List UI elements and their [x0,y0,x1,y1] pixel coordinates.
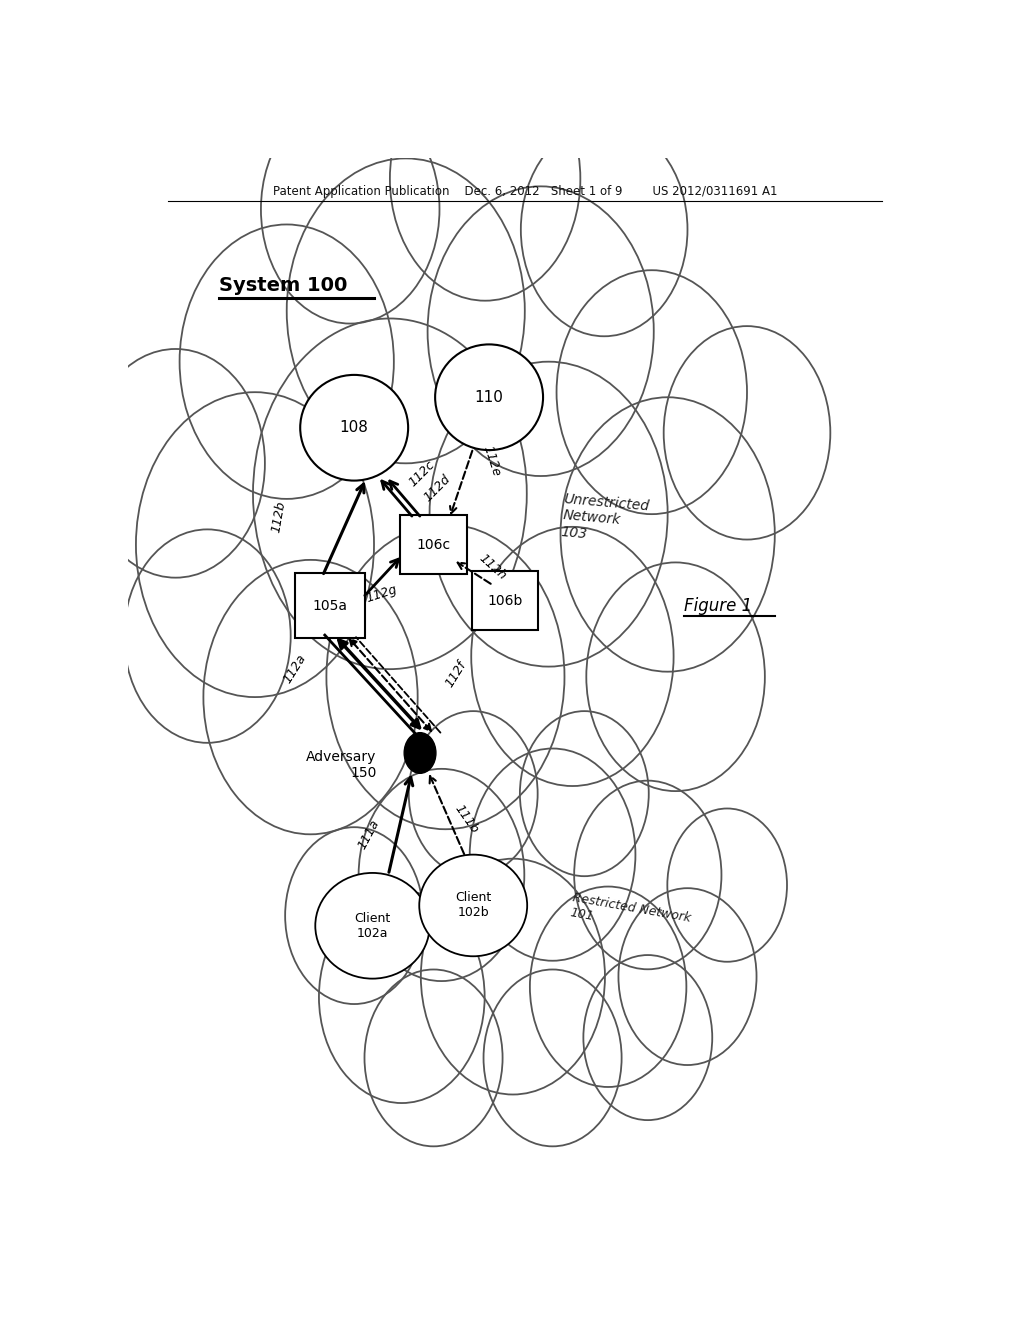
Text: 111a: 111a [355,817,382,851]
Circle shape [618,888,757,1065]
Text: 112e: 112e [480,444,503,478]
Circle shape [560,397,775,672]
Circle shape [86,348,265,578]
Circle shape [327,524,564,829]
FancyBboxPatch shape [472,572,539,630]
Circle shape [253,318,526,669]
Circle shape [318,891,484,1104]
Circle shape [428,186,653,477]
Text: 112a: 112a [281,652,308,686]
Circle shape [529,887,686,1086]
Text: 112f: 112f [442,659,469,689]
Circle shape [471,527,674,785]
Text: 112d: 112d [422,473,454,504]
Text: 112b: 112b [269,500,288,533]
Circle shape [287,158,524,463]
FancyBboxPatch shape [400,515,467,574]
Text: Restricted Network
101: Restricted Network 101 [568,891,691,940]
Circle shape [587,562,765,791]
Text: 112h: 112h [477,552,509,583]
Text: Client
102a: Client 102a [354,912,390,940]
Circle shape [430,362,668,667]
Circle shape [521,123,687,337]
Circle shape [204,560,418,834]
Text: System 100: System 100 [219,276,347,294]
Text: Adversary
150: Adversary 150 [306,750,377,780]
Text: Figure 1: Figure 1 [684,597,752,615]
Circle shape [261,95,439,323]
Ellipse shape [315,873,430,978]
Ellipse shape [435,345,543,450]
Text: 112c: 112c [407,458,437,490]
Ellipse shape [419,854,527,956]
FancyBboxPatch shape [296,573,366,638]
Circle shape [404,733,436,774]
Text: 111b: 111b [452,803,481,836]
Text: Client
102b: Client 102b [455,891,492,920]
Circle shape [421,859,605,1094]
Text: Patent Application Publication    Dec. 6, 2012   Sheet 1 of 9        US 2012/031: Patent Application Publication Dec. 6, 2… [272,185,777,198]
Circle shape [409,711,538,876]
Circle shape [520,711,649,876]
Circle shape [179,224,394,499]
Circle shape [285,828,423,1005]
Circle shape [574,780,722,969]
Circle shape [136,392,374,697]
Text: 106c: 106c [417,537,451,552]
Circle shape [668,808,787,962]
Circle shape [557,271,748,513]
Text: Unrestricted
Network
103: Unrestricted Network 103 [560,492,650,546]
Text: 105a: 105a [313,598,348,612]
Text: 106b: 106b [487,594,522,607]
Text: 112g: 112g [365,582,399,605]
Circle shape [390,57,581,301]
Text: 110: 110 [475,389,504,405]
Circle shape [584,956,713,1121]
Circle shape [483,969,622,1146]
Circle shape [124,529,291,743]
Circle shape [470,748,636,961]
Circle shape [365,969,503,1146]
Ellipse shape [300,375,409,480]
Circle shape [358,768,524,981]
Circle shape [664,326,830,540]
Text: 108: 108 [340,420,369,436]
